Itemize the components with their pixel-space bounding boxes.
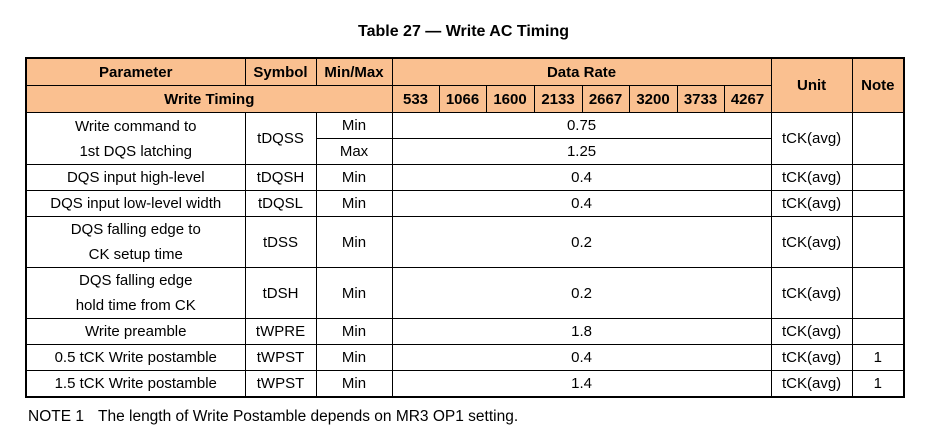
unit-cell: tCK(avg) xyxy=(770,370,853,398)
unit-cell: tCK(avg) xyxy=(770,318,853,345)
col-header-symbol: Symbol xyxy=(244,57,317,86)
value-cell: 0.4 xyxy=(391,190,772,217)
parameter-cell: Write preamble xyxy=(25,318,246,345)
symbol-cell: tWPST xyxy=(244,370,317,398)
parameter-line: 0.5 tCK Write postamble xyxy=(54,349,217,366)
unit-cell: tCK(avg) xyxy=(770,344,853,371)
parameter-line: 1.5 tCK Write postamble xyxy=(54,375,217,392)
symbol-cell: tDSH xyxy=(244,267,317,319)
parameter-line: DQS input high-level xyxy=(66,169,205,186)
parameter-line: DQS input low-level width xyxy=(50,195,222,212)
parameter-line: Write preamble xyxy=(85,323,187,340)
note-cell xyxy=(851,190,905,217)
minmax-cell: Min xyxy=(315,190,393,217)
write-ac-timing-table: Parameter Symbol Min/Max Data Rate Unit … xyxy=(25,57,906,398)
table-row-twpre: Write preamble tWPRE Min 1.8 tCK(avg) xyxy=(25,318,905,345)
col-header-parameter: Parameter xyxy=(25,57,246,86)
minmax-cell: Min xyxy=(315,267,393,319)
value-cell: 0.2 xyxy=(391,267,772,319)
table-row-tdsh: DQS falling edge hold time from CK tDSH … xyxy=(25,267,905,319)
unit-cell: tCK(avg) xyxy=(770,216,853,268)
col-header-minmax: Min/Max xyxy=(315,57,393,86)
speed-bin-3733: 3733 xyxy=(676,85,725,113)
parameter-cell: 1.5 tCK Write postamble xyxy=(25,370,246,398)
parameter-line: hold time from CK xyxy=(75,297,196,314)
note-cell xyxy=(851,267,905,319)
parameter-cell: DQS falling edge hold time from CK xyxy=(25,267,246,319)
speed-bin-2133: 2133 xyxy=(533,85,583,113)
footnote-text: The length of Write Postamble depends on… xyxy=(97,408,519,425)
value-cell: 1.25 xyxy=(391,138,772,165)
speed-bin-1066: 1066 xyxy=(438,85,487,113)
note-cell: 1 xyxy=(851,344,905,371)
header-row-2: Write Timing 533 1066 1600 2133 2667 320… xyxy=(25,85,904,113)
footnote-label: NOTE 1 xyxy=(28,408,84,425)
symbol-cell: tDSS xyxy=(244,216,317,268)
col-header-unit: Unit xyxy=(770,57,853,113)
table-title: Table 27 — Write AC Timing xyxy=(358,23,569,40)
value-cell: 1.4 xyxy=(391,370,772,398)
minmax-cell: Min xyxy=(315,370,393,398)
parameter-cell: DQS input high-level xyxy=(25,164,246,191)
unit-cell: tCK(avg) xyxy=(770,112,853,165)
unit-cell: tCK(avg) xyxy=(770,164,853,191)
table-footnote: NOTE 1 The length of Write Postamble depe… xyxy=(28,407,927,426)
symbol-cell: tWPST xyxy=(244,344,317,371)
speed-bin-1600: 1600 xyxy=(485,85,535,113)
speed-bin-4267: 4267 xyxy=(723,85,772,113)
value-cell: 1.8 xyxy=(391,318,772,345)
symbol-cell: tDQSL xyxy=(244,190,317,217)
note-cell xyxy=(851,318,905,345)
parameter-line: DQS falling edge xyxy=(79,272,193,289)
note-cell xyxy=(851,112,905,165)
header-row-1: Parameter Symbol Min/Max Data Rate Unit … xyxy=(25,57,905,113)
table-row-tdqsh: DQS input high-level tDQSH Min 0.4 tCK(a… xyxy=(25,164,905,191)
parameter-cell: DQS falling edge to CK setup time xyxy=(25,216,246,268)
parameter-cell: DQS input low-level width xyxy=(25,190,246,217)
parameter-line: Write command to xyxy=(75,117,197,135)
unit-cell: tCK(avg) xyxy=(770,190,853,217)
parameter-line: DQS falling edge to xyxy=(70,221,201,238)
note-cell xyxy=(851,164,905,191)
minmax-cell: Min xyxy=(315,112,393,139)
col-header-data-rate: Data Rate xyxy=(391,57,772,86)
minmax-cell: Min xyxy=(315,216,393,268)
minmax-cell: Max xyxy=(315,138,393,165)
minmax-cell: Min xyxy=(315,344,393,371)
speed-bin-3200: 3200 xyxy=(628,85,678,113)
speed-bin-533: 533 xyxy=(391,85,440,113)
table-row-twpst-05: 0.5 tCK Write postamble tWPST Min 0.4 tC… xyxy=(25,344,905,371)
value-cell: 0.2 xyxy=(391,216,772,268)
table-row-tdqss-min: Write command to 1st DQS latching tDQSS … xyxy=(25,112,905,165)
table-row-tdqsl: DQS input low-level width tDQSL Min 0.4 … xyxy=(25,190,905,217)
parameter-line: 1st DQS latching xyxy=(79,142,193,160)
table-row-tdss: DQS falling edge to CK setup time tDSS M… xyxy=(25,216,905,268)
group-header-write-timing: Write Timing xyxy=(25,85,393,113)
value-cell: 0.4 xyxy=(391,164,772,191)
minmax-cell: Min xyxy=(315,164,393,191)
minmax-cell: Min xyxy=(315,318,393,345)
col-header-note: Note xyxy=(851,57,905,113)
speed-bin-2667: 2667 xyxy=(581,85,630,113)
parameter-cell: Write command to 1st DQS latching xyxy=(25,112,246,165)
symbol-cell: tDQSS xyxy=(244,112,317,165)
symbol-cell: tWPRE xyxy=(244,318,317,345)
note-cell: 1 xyxy=(851,370,905,398)
unit-cell: tCK(avg) xyxy=(770,267,853,319)
table-row-tdqss-max: Max 1.25 xyxy=(26,138,904,165)
parameter-line: CK setup time xyxy=(88,246,183,263)
value-cell: 0.75 xyxy=(391,112,772,139)
symbol-cell: tDQSH xyxy=(244,164,317,191)
value-cell: 0.4 xyxy=(391,344,772,371)
parameter-cell: 0.5 tCK Write postamble xyxy=(25,344,246,371)
table-row-twpst-15: 1.5 tCK Write postamble tWPST Min 1.4 tC… xyxy=(25,370,905,398)
note-cell xyxy=(851,216,905,268)
